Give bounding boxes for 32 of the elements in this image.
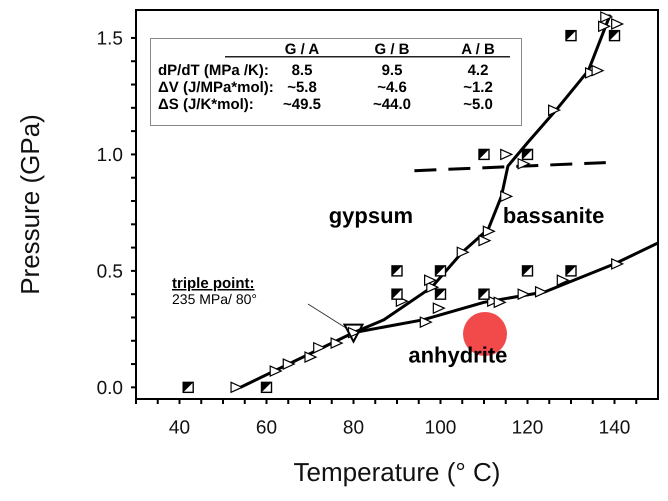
annotation: G / B <box>374 41 410 58</box>
annotation: 4.2 <box>468 62 488 79</box>
annotation: ~5.8 <box>287 79 317 96</box>
y-axis-title: Pressure (GPa) <box>15 114 46 295</box>
y-tick-label: 1.0 <box>96 145 123 166</box>
x-axis-title: Temperature (° C) <box>294 457 500 487</box>
annotation: ~49.5 <box>283 96 321 113</box>
annotation: dP/dT (MPa /K): <box>158 62 269 79</box>
y-tick-label: 1.5 <box>96 28 123 50</box>
annotation: 9.5 <box>382 62 402 79</box>
annotation: gypsum <box>328 202 414 228</box>
annotation: bassanite <box>502 202 604 228</box>
x-tick-label: 100 <box>424 417 456 438</box>
annotation: ~4.6 <box>377 79 407 96</box>
annotation: ΔS (J/K*mol): <box>158 96 254 113</box>
annotation: ~1.2 <box>463 79 493 96</box>
annotation: ΔV (J/MPa*mol): <box>158 79 274 96</box>
annotation: triple point: <box>172 275 254 292</box>
x-tick-label: 120 <box>512 417 544 438</box>
x-tick-label: 60 <box>256 417 278 438</box>
x-tick-label: 40 <box>168 417 190 438</box>
annotation: 8.5 <box>292 62 312 79</box>
y-tick-label: 0.5 <box>96 262 123 283</box>
x-tick-label: 80 <box>342 417 364 438</box>
annotation: ~5.0 <box>463 96 493 113</box>
annotation: ~44.0 <box>373 96 411 113</box>
annotation: anhydrite <box>408 342 508 368</box>
y-tick-label: 0.0 <box>96 378 123 400</box>
x-tick-label: 140 <box>598 417 630 438</box>
annotation: A / B <box>461 41 495 58</box>
annotation: 235 MPa/ 80° <box>172 291 257 307</box>
annotation: G / A <box>284 41 320 58</box>
